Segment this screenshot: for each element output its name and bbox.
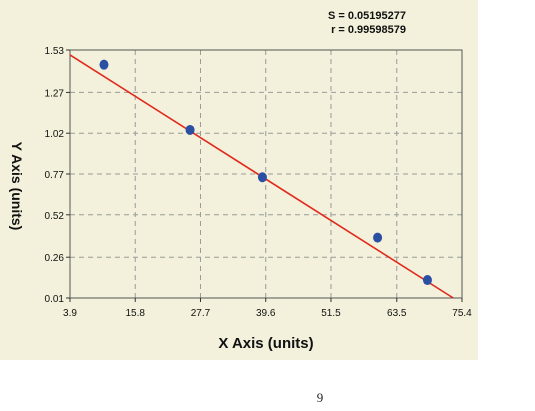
- page-number: 9: [316, 390, 324, 405]
- s-statistic: S = 0.05195277: [328, 10, 406, 22]
- chart-panel: 3.9 15.8 27.7 39.6 51.5 63.5 75.4 0.01 0.26 0.52 0…: [0, 0, 478, 360]
- x-tick-label: 39.6: [256, 308, 276, 319]
- y-tick-label: 0.01: [45, 294, 65, 305]
- axis-layer: [66, 49, 463, 302]
- y-tick-label: 0.52: [45, 211, 65, 222]
- grid-layer: [70, 50, 462, 298]
- scatter-plot: 3.9 15.8 27.7 39.6 51.5 63.5 75.4 0.01 0.26 0.52 0…: [45, 46, 473, 319]
- x-tick-label: 3.9: [63, 308, 77, 319]
- data-point: [373, 232, 383, 243]
- y-tick-label: 0.26: [45, 253, 65, 264]
- x-tick-label: 63.5: [387, 308, 407, 319]
- data-point: [185, 124, 195, 135]
- x-tick-label: 15.8: [126, 308, 146, 319]
- x-tick-label: 75.4: [452, 308, 472, 319]
- y-axis-label: Y Axis (units): [9, 141, 25, 231]
- x-tick-label: 27.7: [191, 308, 211, 319]
- data-points: [99, 59, 432, 286]
- data-point: [257, 172, 267, 183]
- data-point: [99, 59, 109, 70]
- x-axis-label: X Axis (units): [218, 335, 314, 352]
- y-tick-label: 1.53: [45, 46, 65, 57]
- data-point: [422, 275, 432, 286]
- x-tick-label: 51.5: [321, 308, 341, 319]
- y-tick-label: 1.02: [45, 129, 65, 140]
- y-tick-label: 0.77: [45, 170, 65, 181]
- y-tick-label: 1.27: [45, 88, 65, 99]
- tick-labels: 3.9 15.8 27.7 39.6 51.5 63.5 75.4 0.01 0.26 0.52 0…: [45, 46, 473, 319]
- r-statistic: r = 0.99598579: [331, 24, 406, 36]
